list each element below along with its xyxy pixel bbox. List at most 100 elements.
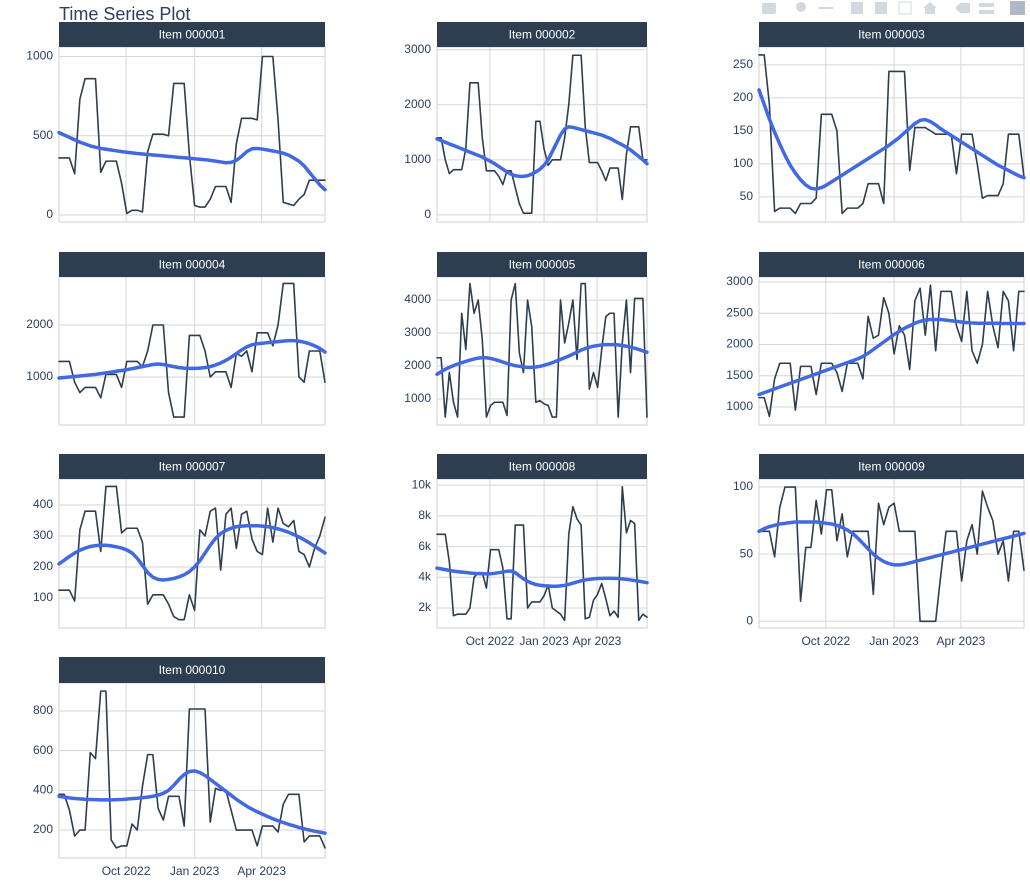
pan-button[interactable] (819, 7, 833, 9)
subplot-title: Item 000003 (858, 28, 925, 42)
y-tick-label: 0 (746, 613, 753, 627)
plot-area (58, 46, 326, 223)
subplot-header (759, 252, 1024, 277)
modebar[interactable] (762, 1, 1025, 15)
subplot-title: Item 000006 (858, 258, 925, 272)
series-line (57, 130, 327, 192)
series-line (757, 88, 1026, 191)
y-tick-label: 1500 (726, 368, 753, 382)
plot-area (58, 276, 326, 426)
y-tick-label: 1000 (726, 399, 753, 413)
x-tick-label: Jan 2023 (170, 864, 220, 878)
series-line (436, 54, 648, 214)
series-line (436, 282, 648, 418)
subplot-title: Item 000001 (159, 28, 226, 42)
y-tick-label: 2000 (404, 97, 431, 111)
x-tick-label: Oct 2022 (801, 634, 850, 648)
y-tick-label: 0 (424, 207, 431, 221)
y-tick-label: 300 (33, 528, 53, 542)
y-tick-label: 1000 (404, 152, 431, 166)
y-tick-label: 2500 (726, 305, 753, 319)
y-tick-label: 3000 (726, 274, 753, 288)
subplot-title: Item 000010 (159, 663, 226, 677)
subplot-title: Item 000002 (509, 28, 576, 42)
figure-title: Time Series Plot (59, 4, 190, 24)
plot-area (436, 478, 648, 629)
y-tick-label: 2k (418, 600, 432, 614)
y-tick-label: 4k (418, 569, 432, 583)
series-line (58, 485, 326, 621)
y-tick-label: 1000 (26, 369, 53, 383)
series-line (435, 566, 649, 588)
hover-closest-button[interactable] (979, 3, 994, 7)
subplot-title: Item 000005 (509, 258, 576, 272)
series-line (435, 342, 649, 376)
subplot-header (59, 454, 325, 479)
subplot-title: Item 000007 (159, 460, 226, 474)
x-tick-label: Oct 2022 (102, 864, 151, 878)
plot-area (758, 478, 1025, 629)
plot-area (58, 478, 326, 629)
y-tick-label: 50 (740, 189, 754, 203)
reset-button[interactable] (923, 2, 937, 14)
y-tick-label: 100 (33, 590, 53, 604)
subplot-header (59, 252, 325, 277)
x-tick-label: Apr 2023 (573, 634, 622, 648)
plot-area (758, 276, 1025, 426)
spike-button[interactable] (955, 3, 970, 13)
subplot-title: Item 000004 (159, 258, 226, 272)
series-line (757, 317, 1026, 397)
series-line (58, 690, 326, 849)
x-tick-label: Jan 2023 (519, 634, 569, 648)
camera-button[interactable] (762, 3, 776, 14)
subplot-header (759, 22, 1024, 47)
series-line (57, 524, 327, 582)
subplot-header (759, 454, 1024, 479)
autoscale-button[interactable] (898, 1, 912, 15)
y-tick-label: 400 (33, 783, 53, 797)
series-line (436, 485, 648, 622)
y-tick-label: 200 (33, 559, 53, 573)
hover-compare-button[interactable] (979, 10, 994, 14)
y-tick-label: 3000 (404, 42, 431, 56)
y-tick-label: 200 (33, 822, 53, 836)
subplot-header (59, 22, 325, 47)
y-tick-label: 2000 (726, 337, 753, 351)
y-tick-label: 6k (418, 539, 432, 553)
subplot-header (437, 454, 647, 479)
y-tick-label: 400 (33, 497, 53, 511)
y-tick-label: 50 (740, 546, 754, 560)
y-tick-label: 150 (733, 123, 753, 137)
subplot-title: Item 000009 (858, 460, 925, 474)
y-tick-label: 10k (412, 477, 432, 491)
series-line (758, 284, 1025, 418)
series-line (758, 486, 1025, 623)
y-tick-label: 4000 (404, 292, 431, 306)
zoom-in-button[interactable] (851, 2, 863, 14)
zoom-button[interactable] (796, 2, 806, 12)
y-tick-label: 1000 (404, 391, 431, 405)
y-tick-label: 3000 (404, 325, 431, 339)
y-tick-label: 500 (33, 128, 53, 142)
series-line (57, 769, 327, 835)
plotly-logo[interactable] (1010, 1, 1025, 15)
plot-area (758, 46, 1025, 223)
subplot-title: Item 000008 (509, 460, 576, 474)
y-tick-label: 250 (733, 57, 753, 71)
y-tick-label: 100 (733, 156, 753, 170)
subplot-header (59, 657, 325, 683)
y-tick-label: 8k (418, 508, 432, 522)
y-tick-label: 600 (33, 743, 53, 757)
y-tick-label: 100 (733, 479, 753, 493)
y-tick-label: 800 (33, 703, 53, 717)
subplot-header (437, 22, 647, 47)
y-tick-label: 1000 (26, 49, 53, 63)
x-tick-label: Apr 2023 (937, 634, 986, 648)
series-line (58, 55, 326, 215)
x-tick-label: Oct 2022 (466, 634, 515, 648)
zoom-out-button[interactable] (875, 2, 887, 14)
x-tick-label: Jan 2023 (869, 634, 919, 648)
series-line (435, 125, 649, 179)
y-tick-label: 0 (46, 207, 53, 221)
